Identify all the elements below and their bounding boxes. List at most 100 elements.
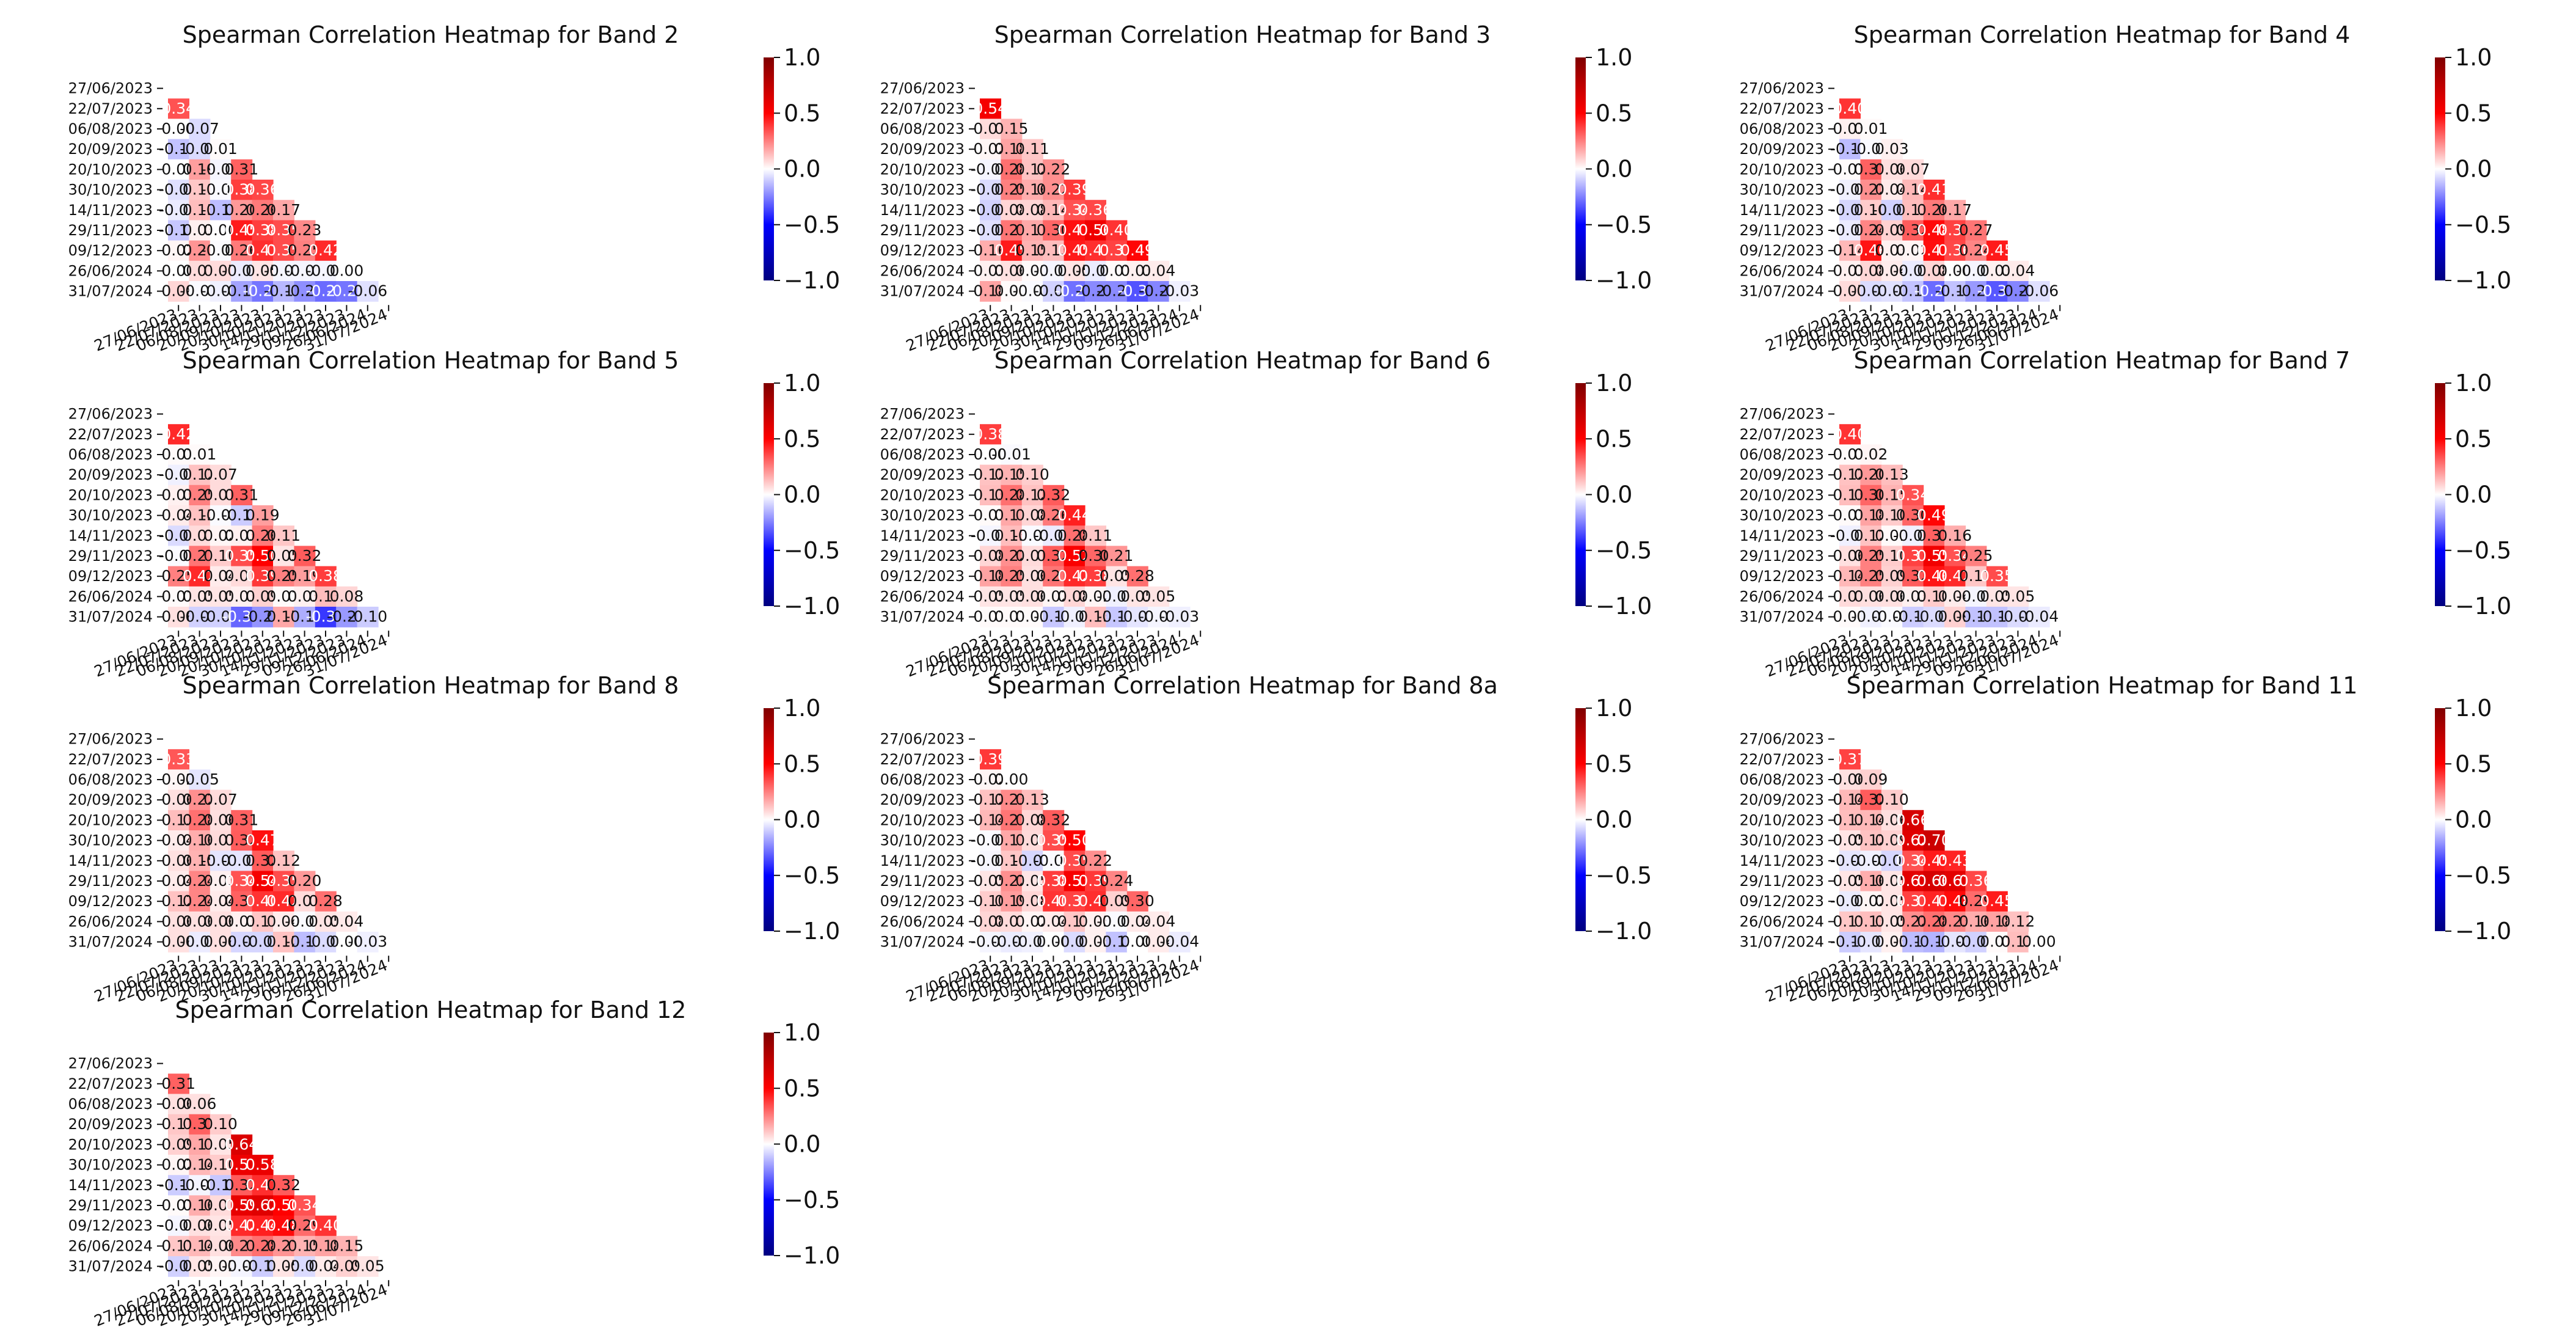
heatmap-cell [1944,546,1966,567]
heatmap-cell [1860,159,1882,180]
heatmap-cell [189,566,211,587]
y-tick-label: 30/10/2023 [68,181,153,199]
heatmap-cell [1923,566,1945,587]
colorbar-tick-label: −0.5 [1596,862,1652,889]
heatmap-cell [189,891,211,912]
heatmap-cell [1043,159,1065,180]
heatmap-cell [1064,180,1085,200]
y-tick-label: 29/11/2023 [880,547,965,565]
y-tick-label: 30/10/2023 [68,507,153,524]
colorbar-tick-label: −1.0 [784,267,840,294]
chart-title: Spearman Correlation Heatmap for Band 3 [994,21,1491,48]
cell-value-label: 0.25 [1959,547,1993,565]
heatmap-cell [1021,911,1043,932]
heatmap-cell [1860,240,1882,262]
heatmap-cell [315,891,337,912]
cell-value-label: 0.10 [1015,466,1049,483]
heatmap-cell [1043,932,1065,953]
heatmap-cell [294,281,316,302]
heatmap-cell [1043,850,1065,871]
cell-value-label: 0.16 [1938,527,1972,544]
colorbar-tick-label: −0.5 [1596,211,1652,238]
heatmap-cell [1001,180,1023,200]
heatmap-cell [1839,139,1861,160]
heatmap-cell [1860,220,1882,241]
cell-value-label: 0.44 [1057,507,1092,524]
y-tick-label: 31/07/2024 [68,1258,153,1275]
heatmap-cell [1902,525,1924,546]
heatmap-cell [168,1235,189,1257]
heatmap-cell [1043,485,1065,506]
y-tick-label: 29/11/2023 [1740,222,1824,239]
colorbar-tick-label: 1.0 [2455,695,2492,722]
heatmap-cell [1085,607,1106,627]
heatmap-cell [210,911,232,932]
colorbar-tick-label: −1.0 [2455,593,2511,620]
heatmap-cell [189,119,211,140]
heatmap-cell [980,749,1001,770]
heatmap-cell [980,281,1001,302]
heatmap-cell [231,932,253,953]
heatmap-cell [1902,240,1924,262]
heatmap-cell [1126,240,1148,262]
heatmap-cell [210,464,232,486]
y-tick-label: 26/06/2024 [1740,913,1824,930]
heatmap-cell [1001,891,1023,912]
heatmap-cell [1923,932,1945,953]
heatmap-cell [1001,485,1023,506]
heatmap-cell [168,1175,189,1196]
heatmap-cell [1001,505,1023,526]
heatmap-cell [1902,810,1924,831]
cell-value-label: 0.07 [1896,160,1930,178]
heatmap-cell [189,281,211,302]
cell-value-label: 0.37 [1833,750,1867,768]
y-tick-label: 31/07/2024 [1740,283,1824,300]
heatmap-panel: Spearman Correlation Heatmap for Band 11… [1740,672,2512,1006]
cell-value-label: 0.05 [351,1257,385,1275]
y-tick-label: 14/11/2023 [68,202,153,219]
y-tick-label: 20/09/2023 [1740,466,1824,483]
heatmap-cell [231,1175,253,1196]
heatmap-cell [2028,932,2050,953]
y-tick-label: 20/09/2023 [880,466,965,483]
heatmap-cell [1148,586,1170,607]
y-tick-label: 26/06/2024 [1740,262,1824,279]
heatmap-cell [168,1094,189,1115]
heatmap-cell [189,505,211,526]
y-tick-label: 22/07/2023 [68,1075,153,1092]
y-tick-label: 27/06/2023 [880,80,965,97]
y-tick-label: 20/10/2023 [68,486,153,503]
y-tick-label: 31/07/2024 [1740,934,1824,951]
heatmap-cell [231,586,253,607]
heatmap-cell [1106,871,1128,892]
heatmap-cell [1965,260,1987,282]
heatmap-cell [315,1256,337,1277]
y-tick-label: 29/11/2023 [880,872,965,890]
heatmap-cell [357,1256,379,1277]
cell-value-label: 0.22 [1037,160,1071,178]
colorbar-tick-label: 0.0 [1596,806,1632,833]
heatmap-panel: Spearman Correlation Heatmap for Band 6 2… [880,347,1652,681]
heatmap-cell [1106,220,1128,241]
y-tick-label: 09/12/2023 [68,242,153,259]
heatmap-cell [980,159,1001,180]
heatmap-cell [1001,525,1023,546]
heatmap-cell [1902,220,1924,241]
y-tick-label: 14/11/2023 [68,527,153,544]
heatmap-cell [1839,159,1861,180]
y-tick-label: 06/08/2023 [68,120,153,137]
cell-value-label: 0.13 [1875,466,1909,483]
heatmap-cell [210,871,232,892]
heatmap-cell [1839,911,1861,932]
heatmap-cell [1001,546,1023,567]
heatmap-cell [1923,911,1945,932]
heatmap-cell [1986,911,2008,932]
heatmap-cell [980,260,1001,282]
heatmap-cell [189,485,211,506]
heatmap-cell [1944,586,1966,607]
heatmap-cell [1860,586,1882,607]
heatmap-cell [1881,891,1903,912]
cell-value-label: 0.13 [1015,791,1049,808]
y-tick-label: 22/07/2023 [880,426,965,443]
